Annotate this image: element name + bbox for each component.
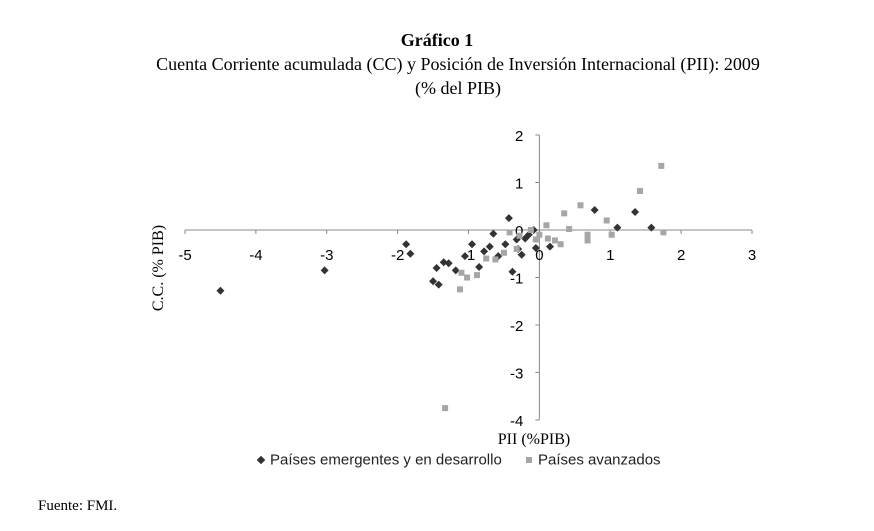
point-emerging (434, 280, 443, 289)
point-emerging (546, 242, 555, 251)
point-advanced (608, 231, 615, 238)
point-emerging (489, 229, 498, 238)
point-emerging (517, 250, 526, 259)
point-advanced (474, 272, 481, 279)
point-advanced (566, 226, 573, 233)
chart-subtitle: (% del PIB) (415, 78, 501, 98)
point-emerging (631, 207, 640, 216)
legend-label-advanced: Países avanzados (537, 451, 661, 469)
chart-legend: Países emergentes y en desarrollo Países… (256, 451, 661, 469)
figure-number: Gráfico 1 (400, 30, 474, 50)
point-advanced (442, 405, 449, 412)
point-emerging (451, 266, 460, 275)
point-advanced (527, 227, 534, 233)
point-advanced (584, 231, 591, 238)
point-advanced (584, 237, 591, 244)
point-emerging (402, 240, 411, 249)
x-tick-label: -5 (178, 247, 191, 264)
point-advanced (557, 241, 564, 248)
point-advanced (516, 232, 523, 239)
point-advanced (506, 229, 513, 236)
x-tick-label: -3 (320, 247, 333, 264)
point-advanced (561, 210, 568, 217)
point-advanced (458, 269, 465, 276)
point-advanced (456, 286, 463, 293)
point-emerging (429, 277, 438, 286)
point-emerging (480, 247, 489, 256)
x-axis-label: PII (%PIB) (498, 431, 570, 448)
point-emerging (444, 259, 453, 268)
point-advanced (513, 246, 520, 252)
y-tick-label: -3 (510, 366, 523, 383)
point-emerging (504, 214, 513, 223)
point-emerging (501, 240, 510, 249)
point-advanced (637, 188, 644, 195)
point-emerging (485, 242, 494, 251)
x-tick-label: -4 (249, 247, 262, 264)
point-advanced (543, 222, 550, 229)
point-emerging (432, 264, 441, 272)
legend-label-emerging: Países emergentes y en desarrollo (270, 451, 502, 469)
legend-diamond-marker (256, 455, 266, 465)
point-emerging (460, 252, 469, 261)
y-tick-label: 1 (515, 176, 523, 193)
point-emerging (439, 258, 448, 267)
source-note: Fuente: FMI. (38, 498, 118, 514)
x-tick-label: -2 (391, 247, 404, 264)
point-advanced (577, 202, 584, 209)
y-tick-label: 0 (515, 223, 523, 240)
point-emerging (647, 223, 656, 232)
y-tick-label: -4 (510, 413, 523, 430)
point-advanced (536, 231, 543, 238)
point-emerging (468, 240, 477, 249)
chart-title: Cuenta Corriente acumulada (CC) y Posici… (156, 54, 760, 74)
x-tick-label: 0 (535, 247, 543, 264)
point-advanced (492, 256, 499, 263)
x-tick-label: 1 (606, 247, 614, 264)
legend-square-marker (525, 457, 532, 464)
x-tick-label: 3 (748, 247, 756, 264)
y-axis-label: C.C. (% PIB) (150, 225, 167, 311)
point-advanced (603, 217, 610, 224)
point-emerging (590, 206, 599, 215)
x-tick-label: 2 (677, 247, 685, 264)
point-advanced (483, 255, 490, 262)
y-tick-label: -2 (510, 318, 523, 335)
point-advanced (500, 249, 507, 256)
point-advanced (658, 162, 665, 169)
point-emerging (216, 286, 225, 295)
data-points (216, 162, 667, 412)
point-emerging (320, 266, 329, 275)
point-advanced (464, 274, 471, 281)
point-emerging (508, 267, 517, 276)
point-emerging (613, 223, 622, 232)
point-advanced (532, 236, 539, 243)
point-emerging (406, 249, 415, 258)
y-tick-label: 2 (515, 128, 523, 145)
point-advanced (660, 229, 667, 236)
point-emerging (475, 263, 484, 272)
point-advanced (544, 235, 551, 242)
point-emerging (531, 244, 540, 253)
point-advanced (551, 237, 558, 244)
